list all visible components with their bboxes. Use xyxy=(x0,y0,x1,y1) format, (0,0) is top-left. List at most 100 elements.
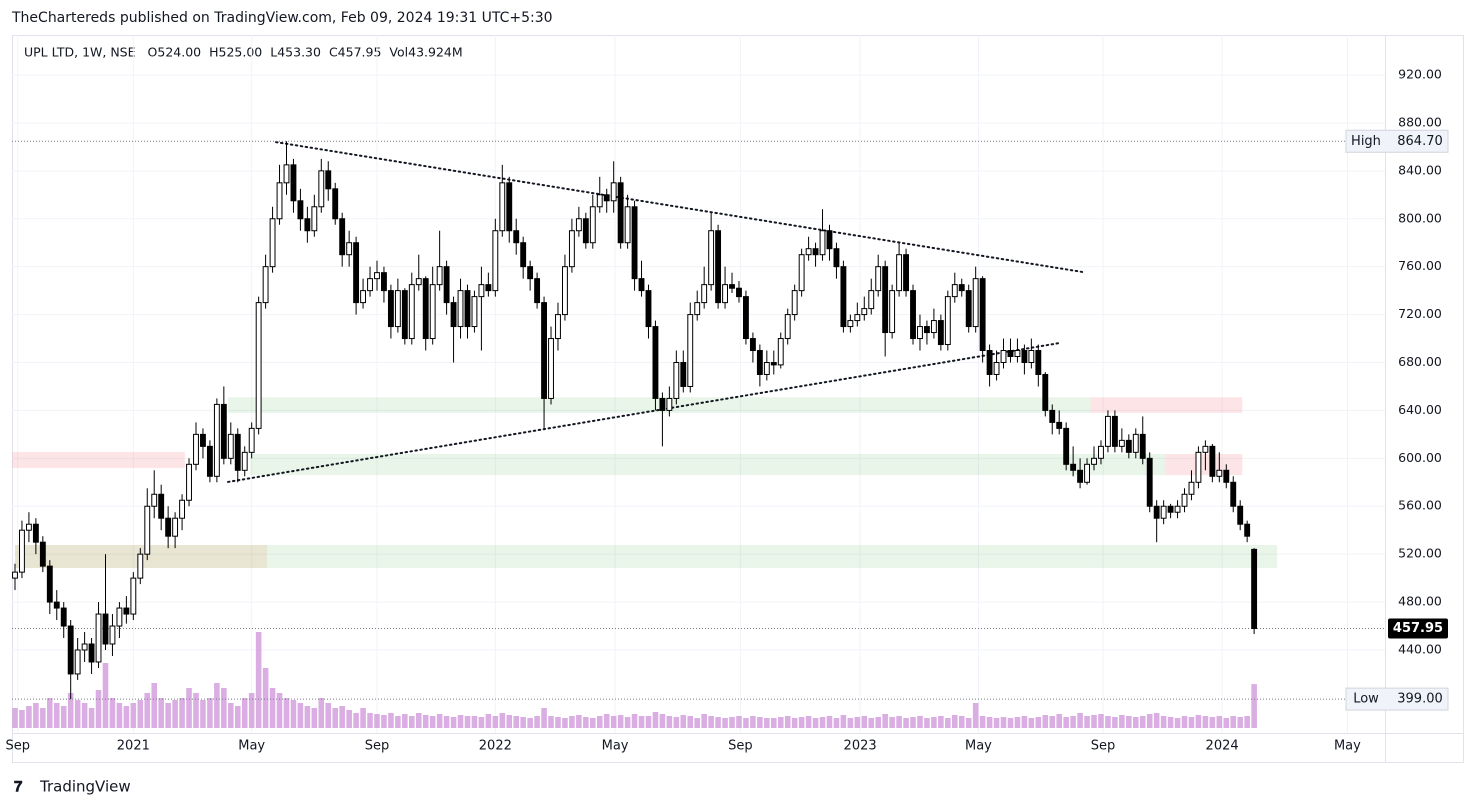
candle-body xyxy=(109,625,116,645)
volume-bar xyxy=(53,703,60,728)
candle-body xyxy=(158,493,165,519)
volume-bar xyxy=(200,700,206,728)
y-tick-label: 920.00 xyxy=(1398,67,1442,82)
candle-body xyxy=(116,607,123,627)
candle-body xyxy=(763,361,770,375)
candle-body xyxy=(687,314,694,387)
candle-body xyxy=(798,254,805,292)
volume-bar xyxy=(750,716,756,728)
candle-body xyxy=(464,290,471,328)
volume-bar xyxy=(652,712,659,728)
candle-body xyxy=(645,290,652,328)
candle-body xyxy=(304,218,311,232)
candle-body xyxy=(910,290,916,340)
candle-body xyxy=(1063,427,1070,465)
volume-bar xyxy=(590,718,596,728)
volume-bar xyxy=(1042,715,1049,728)
marker-label: Low xyxy=(1353,692,1379,707)
candle-body xyxy=(32,523,39,543)
y-tick-label: 480.00 xyxy=(1398,594,1442,609)
volume-bar xyxy=(1202,716,1209,728)
candle-body xyxy=(541,302,547,399)
volume-bar xyxy=(596,716,603,728)
candle-body xyxy=(1077,469,1084,483)
candle-body xyxy=(19,529,25,573)
volume-bar xyxy=(722,718,728,728)
y-tick-label: 720.00 xyxy=(1398,306,1442,321)
volume-bar xyxy=(1160,716,1167,728)
marker-box xyxy=(1345,687,1449,711)
volume-bar xyxy=(60,706,67,728)
candle-body xyxy=(924,326,930,334)
volume-bar xyxy=(659,714,666,728)
volume-bar xyxy=(290,700,297,728)
candle-body xyxy=(1188,481,1195,495)
volume-bar xyxy=(109,698,116,728)
candle-body xyxy=(394,290,401,328)
volume-bar xyxy=(464,716,471,728)
volume-bar xyxy=(1049,716,1056,728)
volume-bar xyxy=(924,718,930,728)
candle-body xyxy=(944,296,951,346)
candle-body xyxy=(575,218,582,232)
candle-body xyxy=(882,266,889,334)
volume-bar xyxy=(165,703,171,728)
candle-body xyxy=(1237,505,1244,525)
volume-bar xyxy=(812,718,819,728)
volume-bar xyxy=(1216,716,1223,728)
volume-bar xyxy=(506,715,513,728)
candle-body xyxy=(1251,548,1258,629)
candle-body xyxy=(986,350,993,375)
candle-body xyxy=(25,523,32,531)
candle-body xyxy=(1035,350,1042,375)
candle-body xyxy=(102,613,109,645)
candle-body xyxy=(206,445,213,477)
candle-body xyxy=(624,206,631,244)
y-tick-label: 680.00 xyxy=(1398,354,1442,369)
volume-bar xyxy=(1174,718,1181,728)
volume-bar xyxy=(576,715,582,728)
candle-body xyxy=(889,290,896,334)
candle-body xyxy=(638,278,645,292)
volume-bar xyxy=(436,714,443,728)
candle-body xyxy=(95,613,102,663)
volume-bar xyxy=(367,713,373,728)
candle-body xyxy=(659,397,666,411)
trendline xyxy=(227,341,1061,483)
candle-body xyxy=(415,278,422,286)
marker-box xyxy=(1345,129,1449,153)
volume-bar xyxy=(1230,716,1237,728)
volume-bar xyxy=(791,718,798,728)
y-tick-label: 840.00 xyxy=(1398,162,1442,177)
candle-body xyxy=(1118,439,1125,447)
volume-bar xyxy=(1153,713,1160,728)
volume-bar xyxy=(158,698,164,728)
volume-bar xyxy=(325,703,332,728)
candle-body xyxy=(847,320,854,328)
volume-bar xyxy=(1084,716,1090,728)
volume-bar xyxy=(450,717,457,728)
candle-body xyxy=(311,206,318,232)
x-tick-label: 2023 xyxy=(844,739,877,754)
volume-bar xyxy=(33,703,39,728)
volume-bar xyxy=(402,714,408,728)
volume-bar xyxy=(172,700,178,728)
y-tick-label: 800.00 xyxy=(1398,210,1442,225)
candle-body xyxy=(875,266,882,292)
volume-bar xyxy=(1251,684,1257,728)
candle-body xyxy=(297,200,304,220)
volume-bar xyxy=(541,708,547,728)
volume-bar xyxy=(248,693,255,728)
candle-body xyxy=(819,230,826,256)
volume-bar xyxy=(833,718,840,728)
candle-body xyxy=(401,290,408,340)
volume-bar xyxy=(1119,715,1125,728)
x-tick-label: Sep xyxy=(728,739,753,754)
candle-body xyxy=(506,182,513,232)
candle-body xyxy=(1098,445,1104,459)
candle-body xyxy=(12,571,18,579)
candle-body xyxy=(436,266,443,286)
volume-bar xyxy=(1146,714,1153,728)
volume-bar xyxy=(1077,713,1083,728)
candle-body xyxy=(290,164,297,202)
